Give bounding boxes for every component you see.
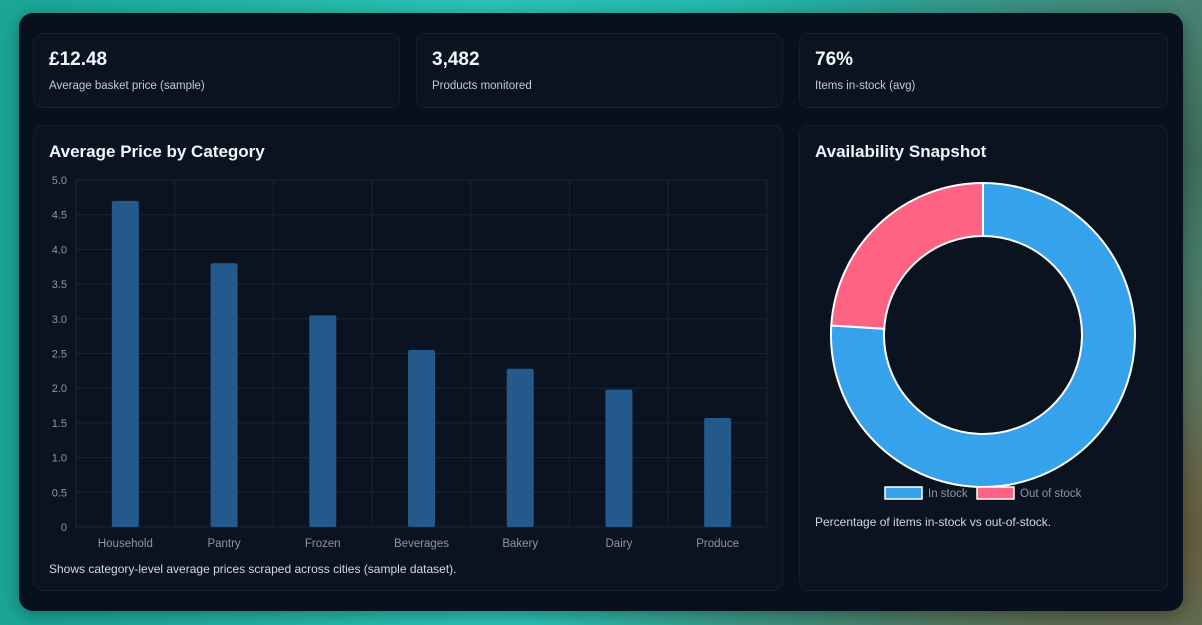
bar-chart: 0 0.5 1.0 1.5 2.0 2.5 3.0 3.5 4.0 4.5 5.0 Household… bbox=[52, 175, 768, 550]
bar-pantry[interactable] bbox=[210, 263, 238, 527]
kpi-label: Average basket price (sample) bbox=[49, 80, 205, 92]
legend-label[interactable]: Out of stock bbox=[1020, 488, 1082, 500]
legend-swatch bbox=[976, 486, 1015, 500]
y-tick-label: 4.0 bbox=[52, 244, 67, 256]
donut-slice-out-of-stock[interactable] bbox=[830, 181, 984, 330]
legend-label[interactable]: In stock bbox=[928, 488, 968, 500]
bar-frozen[interactable] bbox=[309, 315, 337, 527]
kpi-card-basket-price: £12.48 Average basket price (sample) bbox=[33, 33, 400, 108]
x-tick-label: Produce bbox=[696, 538, 739, 550]
kpi-value: 76% bbox=[815, 49, 854, 70]
y-tick-label: 1.0 bbox=[52, 453, 67, 465]
y-tick-label: 4.5 bbox=[52, 210, 67, 222]
kpi-card-in-stock: 76% Items in-stock (avg) bbox=[799, 33, 1168, 108]
x-tick-label: Household bbox=[98, 538, 153, 550]
y-tick-label: 3.0 bbox=[52, 314, 67, 326]
x-tick-label: Beverages bbox=[394, 538, 449, 550]
y-tick-label: 2.0 bbox=[52, 383, 67, 395]
kpi-label: Products monitored bbox=[432, 80, 532, 92]
dashboard-panel: £12.48 Average basket price (sample) 3,4… bbox=[19, 13, 1183, 611]
x-tick-label: Pantry bbox=[207, 538, 240, 550]
bar-chart-card: Average Price by Category 0 0.5 1.0 1.5 2.0 2… bbox=[33, 125, 783, 591]
y-tick-label: 0.5 bbox=[52, 487, 67, 499]
donut-chart-title: Availability Snapshot bbox=[815, 142, 987, 161]
y-tick-label: 0 bbox=[61, 522, 67, 534]
y-tick-label: 5.0 bbox=[52, 175, 67, 187]
y-tick-label: 3.5 bbox=[52, 279, 67, 291]
bar-produce[interactable] bbox=[704, 418, 732, 527]
kpi-value: 3,482 bbox=[432, 49, 480, 70]
bar-bakery[interactable] bbox=[506, 368, 534, 527]
y-tick-label: 1.5 bbox=[52, 418, 67, 430]
x-tick-label: Frozen bbox=[305, 538, 341, 550]
donut-chart-caption: Percentage of items in-stock vs out-of-s… bbox=[815, 515, 1052, 529]
bar-dairy[interactable] bbox=[605, 389, 633, 527]
x-tick-label: Bakery bbox=[502, 538, 538, 550]
kpi-label: Items in-stock (avg) bbox=[815, 80, 916, 92]
x-tick-label: Dairy bbox=[606, 538, 633, 550]
kpi-value: £12.48 bbox=[49, 49, 108, 70]
bar-beverages[interactable] bbox=[408, 350, 435, 527]
donut-chart-card: Availability Snapshot In stock Out of sto… bbox=[799, 125, 1168, 591]
bar-chart-caption: Shows category-level average prices scra… bbox=[49, 562, 457, 576]
donut-chart: In stock Out of stock bbox=[830, 181, 1136, 500]
y-tick-label: 2.5 bbox=[52, 349, 67, 361]
bar-household[interactable] bbox=[111, 200, 139, 527]
kpi-card-products-monitored: 3,482 Products monitored bbox=[416, 33, 783, 108]
donut-slice-in-stock[interactable] bbox=[830, 181, 1136, 488]
legend-swatch bbox=[884, 486, 923, 500]
bar-chart-title: Average Price by Category bbox=[49, 142, 265, 161]
